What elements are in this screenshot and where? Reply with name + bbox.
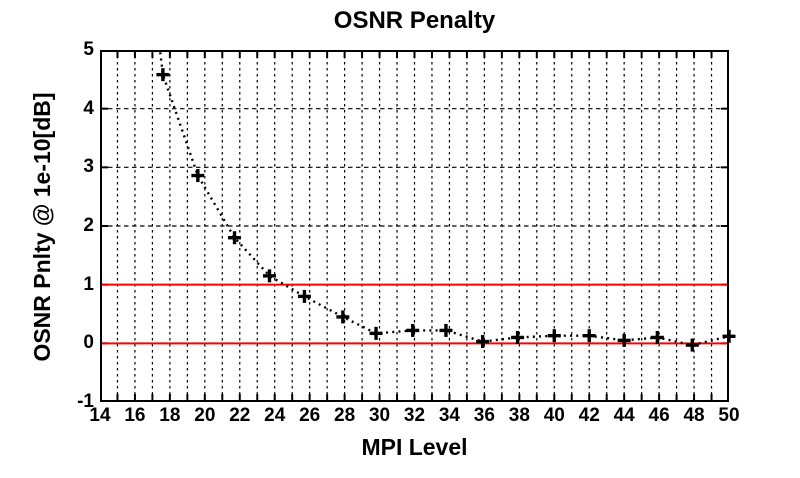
x-tick-label: 16 (124, 405, 146, 426)
x-tick-label: 50 (718, 405, 740, 426)
y-tick-label: 0 (83, 332, 94, 354)
x-tick-label: 22 (229, 405, 251, 426)
y-tick-label: 5 (83, 39, 94, 60)
chart-canvas (100, 50, 736, 402)
x-tick-label: 34 (438, 405, 460, 426)
x-tick-label: 32 (403, 405, 426, 426)
x-tick-label: 44 (613, 405, 635, 426)
chart-title: OSNR Penalty (333, 7, 496, 34)
data-markers (156, 68, 736, 352)
x-tick-label: 40 (543, 405, 565, 426)
y-tick-label: 1 (83, 273, 94, 295)
x-tick-label: 36 (473, 405, 495, 426)
x-axis-label: MPI Level (361, 434, 468, 460)
x-tick-label: 14 (89, 405, 111, 426)
plot-area (100, 50, 736, 402)
y-tick-label: 4 (83, 97, 94, 119)
y-tick-label: 2 (83, 215, 94, 236)
x-tick-label: 42 (578, 405, 600, 426)
x-tick-label: 48 (683, 405, 705, 426)
x-tick-label: 26 (299, 405, 321, 426)
x-tick-label: 20 (194, 405, 216, 426)
x-tick-label: 30 (368, 405, 391, 426)
x-tick-label: 46 (648, 405, 670, 426)
x-tick-label: 38 (508, 405, 530, 426)
x-tick-label: 24 (264, 405, 286, 426)
x-tick-label: 28 (334, 405, 356, 426)
x-tick-label: 18 (159, 405, 181, 426)
y-tick-label: -1 (77, 391, 94, 412)
y-tick-label: 3 (83, 156, 94, 178)
